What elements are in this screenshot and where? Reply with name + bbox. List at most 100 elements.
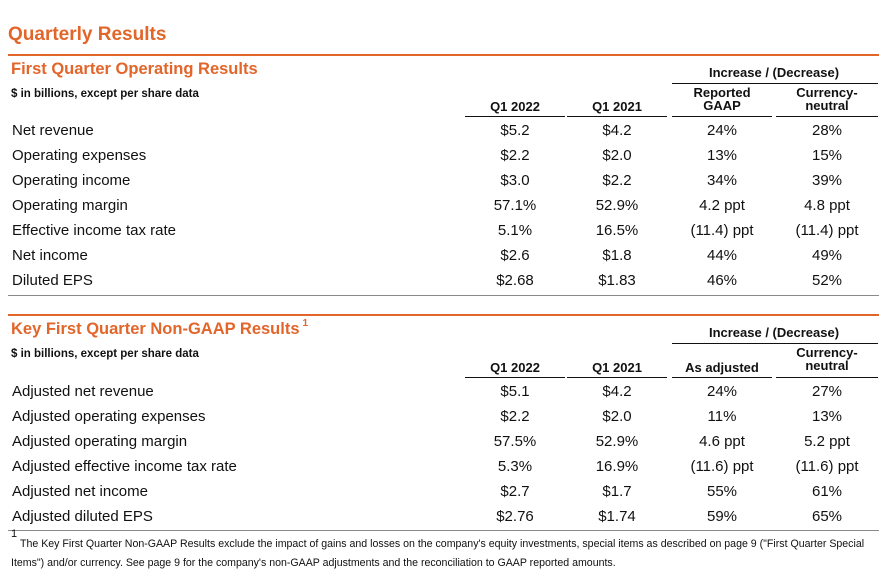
footnote-text: The Key First Quarter Non-GAAP Results e… (11, 538, 865, 569)
table-row: Operating expenses $2.2 $2.0 13% 15% (0, 143, 891, 168)
section1-col-currency-neutral: Currency- neutral (776, 86, 878, 112)
value-change-b: 28% (811, 122, 843, 139)
value-q1-2021: 16.5% (595, 222, 639, 239)
section2-header-underline-4 (776, 377, 878, 378)
footnote-marker: 1 (11, 528, 18, 540)
table-row: Effective income tax rate 5.1% 16.5% (11.4)… (0, 218, 891, 243)
row-label: Effective income tax rate (12, 222, 176, 239)
value-q1-2022: 5.1% (497, 222, 533, 239)
section1-col-q1-2021: Q1 2021 (592, 99, 642, 114)
section2-col-q1-2022: Q1 2022 (490, 360, 540, 375)
value-q1-2021: $1.83 (598, 272, 636, 289)
section1-col-currency-neutral-line1: Currency- (796, 85, 858, 100)
value-change-b: 61% (811, 483, 843, 500)
row-label: Adjusted net revenue (12, 383, 154, 400)
value-q1-2021: 52.9% (595, 433, 639, 450)
section2-change-header: Increase / (Decrease) (708, 325, 840, 340)
value-q1-2022: $2.7 (500, 483, 530, 500)
value-q1-2021: $1.74 (598, 508, 636, 525)
table-row: Operating income $3.0 $2.2 34% 39% (0, 168, 891, 193)
table-row: Adjusted net revenue $5.1 $4.2 24% 27% (0, 379, 891, 404)
value-change-a: 11% (707, 408, 737, 425)
section2-col-currency-neutral: Currency- neutral (776, 346, 878, 372)
section2-col-currency-neutral-line1: Currency- (796, 345, 858, 360)
row-label: Net revenue (12, 122, 94, 139)
value-q1-2022: 57.5% (493, 433, 537, 450)
section1-header-underline-1 (465, 116, 565, 117)
section1-col-q1-2022: Q1 2022 (490, 99, 540, 114)
section2-title-footnote-ref: 1 (302, 318, 309, 329)
page-title: Quarterly Results (8, 24, 167, 45)
table-row: Net income $2.6 $1.8 44% 49% (0, 243, 891, 268)
value-change-b: 39% (811, 172, 843, 189)
value-change-b: 65% (811, 508, 843, 525)
value-change-a: 4.6 ppt (699, 433, 745, 450)
value-change-a: (11.6) ppt (690, 458, 754, 475)
value-q1-2021: $1.7 (602, 483, 632, 500)
value-q1-2021: 52.9% (595, 197, 639, 214)
section2-col-as-adjusted: As adjusted (685, 360, 759, 375)
footnote: 1 The Key First Quarter Non-GAAP Results… (11, 528, 881, 573)
value-q1-2021: $2.0 (602, 147, 632, 164)
value-change-a: 55% (706, 483, 738, 500)
section1-bottom-rule (8, 295, 879, 296)
table-row: Adjusted operating expenses $2.2 $2.0 11% 13… (0, 404, 891, 429)
table-row: Adjusted effective income tax rate 5.3% 16… (0, 454, 891, 479)
value-change-a: 24% (706, 383, 738, 400)
section2-title-text: Key First Quarter Non-GAAP Results (11, 320, 300, 338)
section1-col-reported-gaap-line2: GAAP (703, 98, 741, 113)
section2-title-rule (8, 314, 879, 316)
section1-col-reported-gaap-line1: Reported (693, 85, 751, 100)
row-label: Operating expenses (12, 147, 147, 164)
section2-header-underline-3 (672, 377, 772, 378)
section1-col-currency-neutral-line2: neutral (805, 98, 849, 113)
value-change-b: 27% (811, 383, 843, 400)
row-label: Adjusted operating margin (12, 433, 188, 450)
section1-title: First Quarter Operating Results (11, 60, 258, 78)
row-label: Adjusted net income (12, 483, 148, 500)
value-change-a: 44% (706, 247, 738, 264)
value-change-b: 4.8 ppt (804, 197, 850, 214)
section2-col-currency-neutral-line2: neutral (805, 358, 849, 373)
section1-header-underline-4 (776, 116, 878, 117)
value-change-a: 13% (706, 147, 738, 164)
value-q1-2021: 16.9% (595, 458, 639, 475)
value-change-b: 15% (811, 147, 843, 164)
value-q1-2022: $2.2 (500, 147, 530, 164)
table-row: Adjusted diluted EPS $2.76 $1.74 59% 65% (0, 504, 891, 529)
value-q1-2022: $2.2 (500, 408, 530, 425)
row-label: Adjusted diluted EPS (12, 508, 153, 525)
section2-header-underline-1 (465, 377, 565, 378)
table-row: Operating margin 57.1% 52.9% 4.2 ppt 4.8 ppt (0, 193, 891, 218)
value-q1-2022: 5.3% (497, 458, 533, 475)
value-q1-2021: $2.0 (602, 408, 632, 425)
value-change-b: 13% (811, 408, 843, 425)
section2-change-rule (672, 343, 878, 344)
section1-change-header: Increase / (Decrease) (708, 65, 840, 80)
value-change-a: 34% (706, 172, 738, 189)
row-label: Net income (12, 247, 88, 264)
table-row: Adjusted net income $2.7 $1.7 55% 61% (0, 479, 891, 504)
value-change-b: 49% (811, 247, 843, 264)
value-q1-2022: $2.6 (500, 247, 530, 264)
value-change-a: 24% (706, 122, 738, 139)
section1-change-rule (672, 83, 878, 84)
table-row: Net revenue $5.2 $4.2 24% 28% (0, 118, 891, 143)
value-q1-2022: $2.76 (496, 508, 534, 525)
section1-header-underline-3 (672, 116, 772, 117)
value-q1-2022: 57.1% (493, 197, 537, 214)
value-change-b: (11.4) ppt (795, 222, 859, 239)
value-q1-2022: $5.2 (500, 122, 530, 139)
section2-bottom-rule (8, 530, 879, 531)
section2-title: Key First Quarter Non-GAAP Results 1 (11, 318, 308, 339)
section2-col-q1-2021: Q1 2021 (592, 360, 642, 375)
value-change-a: 46% (706, 272, 738, 289)
row-label: Adjusted effective income tax rate (12, 458, 237, 475)
value-change-a: (11.4) ppt (690, 222, 754, 239)
section1-header-underline-2 (567, 116, 667, 117)
page-title-rule (8, 54, 879, 56)
table-row: Diluted EPS $2.68 $1.83 46% 52% (0, 268, 891, 293)
value-q1-2021: $4.2 (602, 122, 632, 139)
value-q1-2021: $1.8 (602, 247, 632, 264)
value-change-a: 4.2 ppt (699, 197, 745, 214)
